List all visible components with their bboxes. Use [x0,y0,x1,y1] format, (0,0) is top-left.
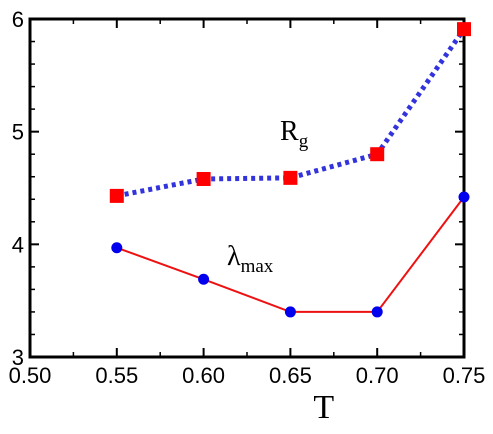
series-0-label-main: R [280,116,299,147]
series-1-point [284,306,296,318]
series-0-label-sub: g [299,131,309,152]
series-line-1 [116,196,465,313]
tick-labels: 0.50 0.55 0.60 0.65 0.70 0.75 3 4 5 6 T [9,7,486,426]
series-0-point [196,171,211,186]
y-tick-label: 6 [12,7,24,32]
series-1-point [371,306,383,318]
series-1-point [111,242,123,254]
series-0-point [370,147,385,162]
series-0-label: Rg [280,116,309,152]
series-annotations: Rg λmax [227,116,309,277]
series-1-point [458,191,470,203]
x-tick-label: 0.60 [182,363,225,388]
series-1-label-sub: max [241,256,274,277]
x-axis-title: T [313,389,334,426]
x-tick-label: 0.70 [356,363,399,388]
y-tick-label: 5 [12,120,24,145]
x-tick-label: 0.50 [9,363,52,388]
plot-border [28,17,466,359]
y-tick-label: 4 [12,232,24,257]
axis-ticks [29,18,465,358]
series-1-point [198,273,210,285]
series-0-point [283,170,298,185]
x-tick-label: 0.65 [269,363,312,388]
series-line-0 [116,27,467,199]
x-tick-label: 0.75 [443,363,486,388]
series-1-label: λmax [227,241,274,277]
x-tick-label: 0.55 [95,363,138,388]
y-tick-label: 3 [12,345,24,370]
series-layer [109,22,471,318]
series-1-label-main: λ [227,241,241,272]
series-0-point [109,188,124,203]
plot-frame [28,17,466,359]
series-0-point [457,22,471,37]
